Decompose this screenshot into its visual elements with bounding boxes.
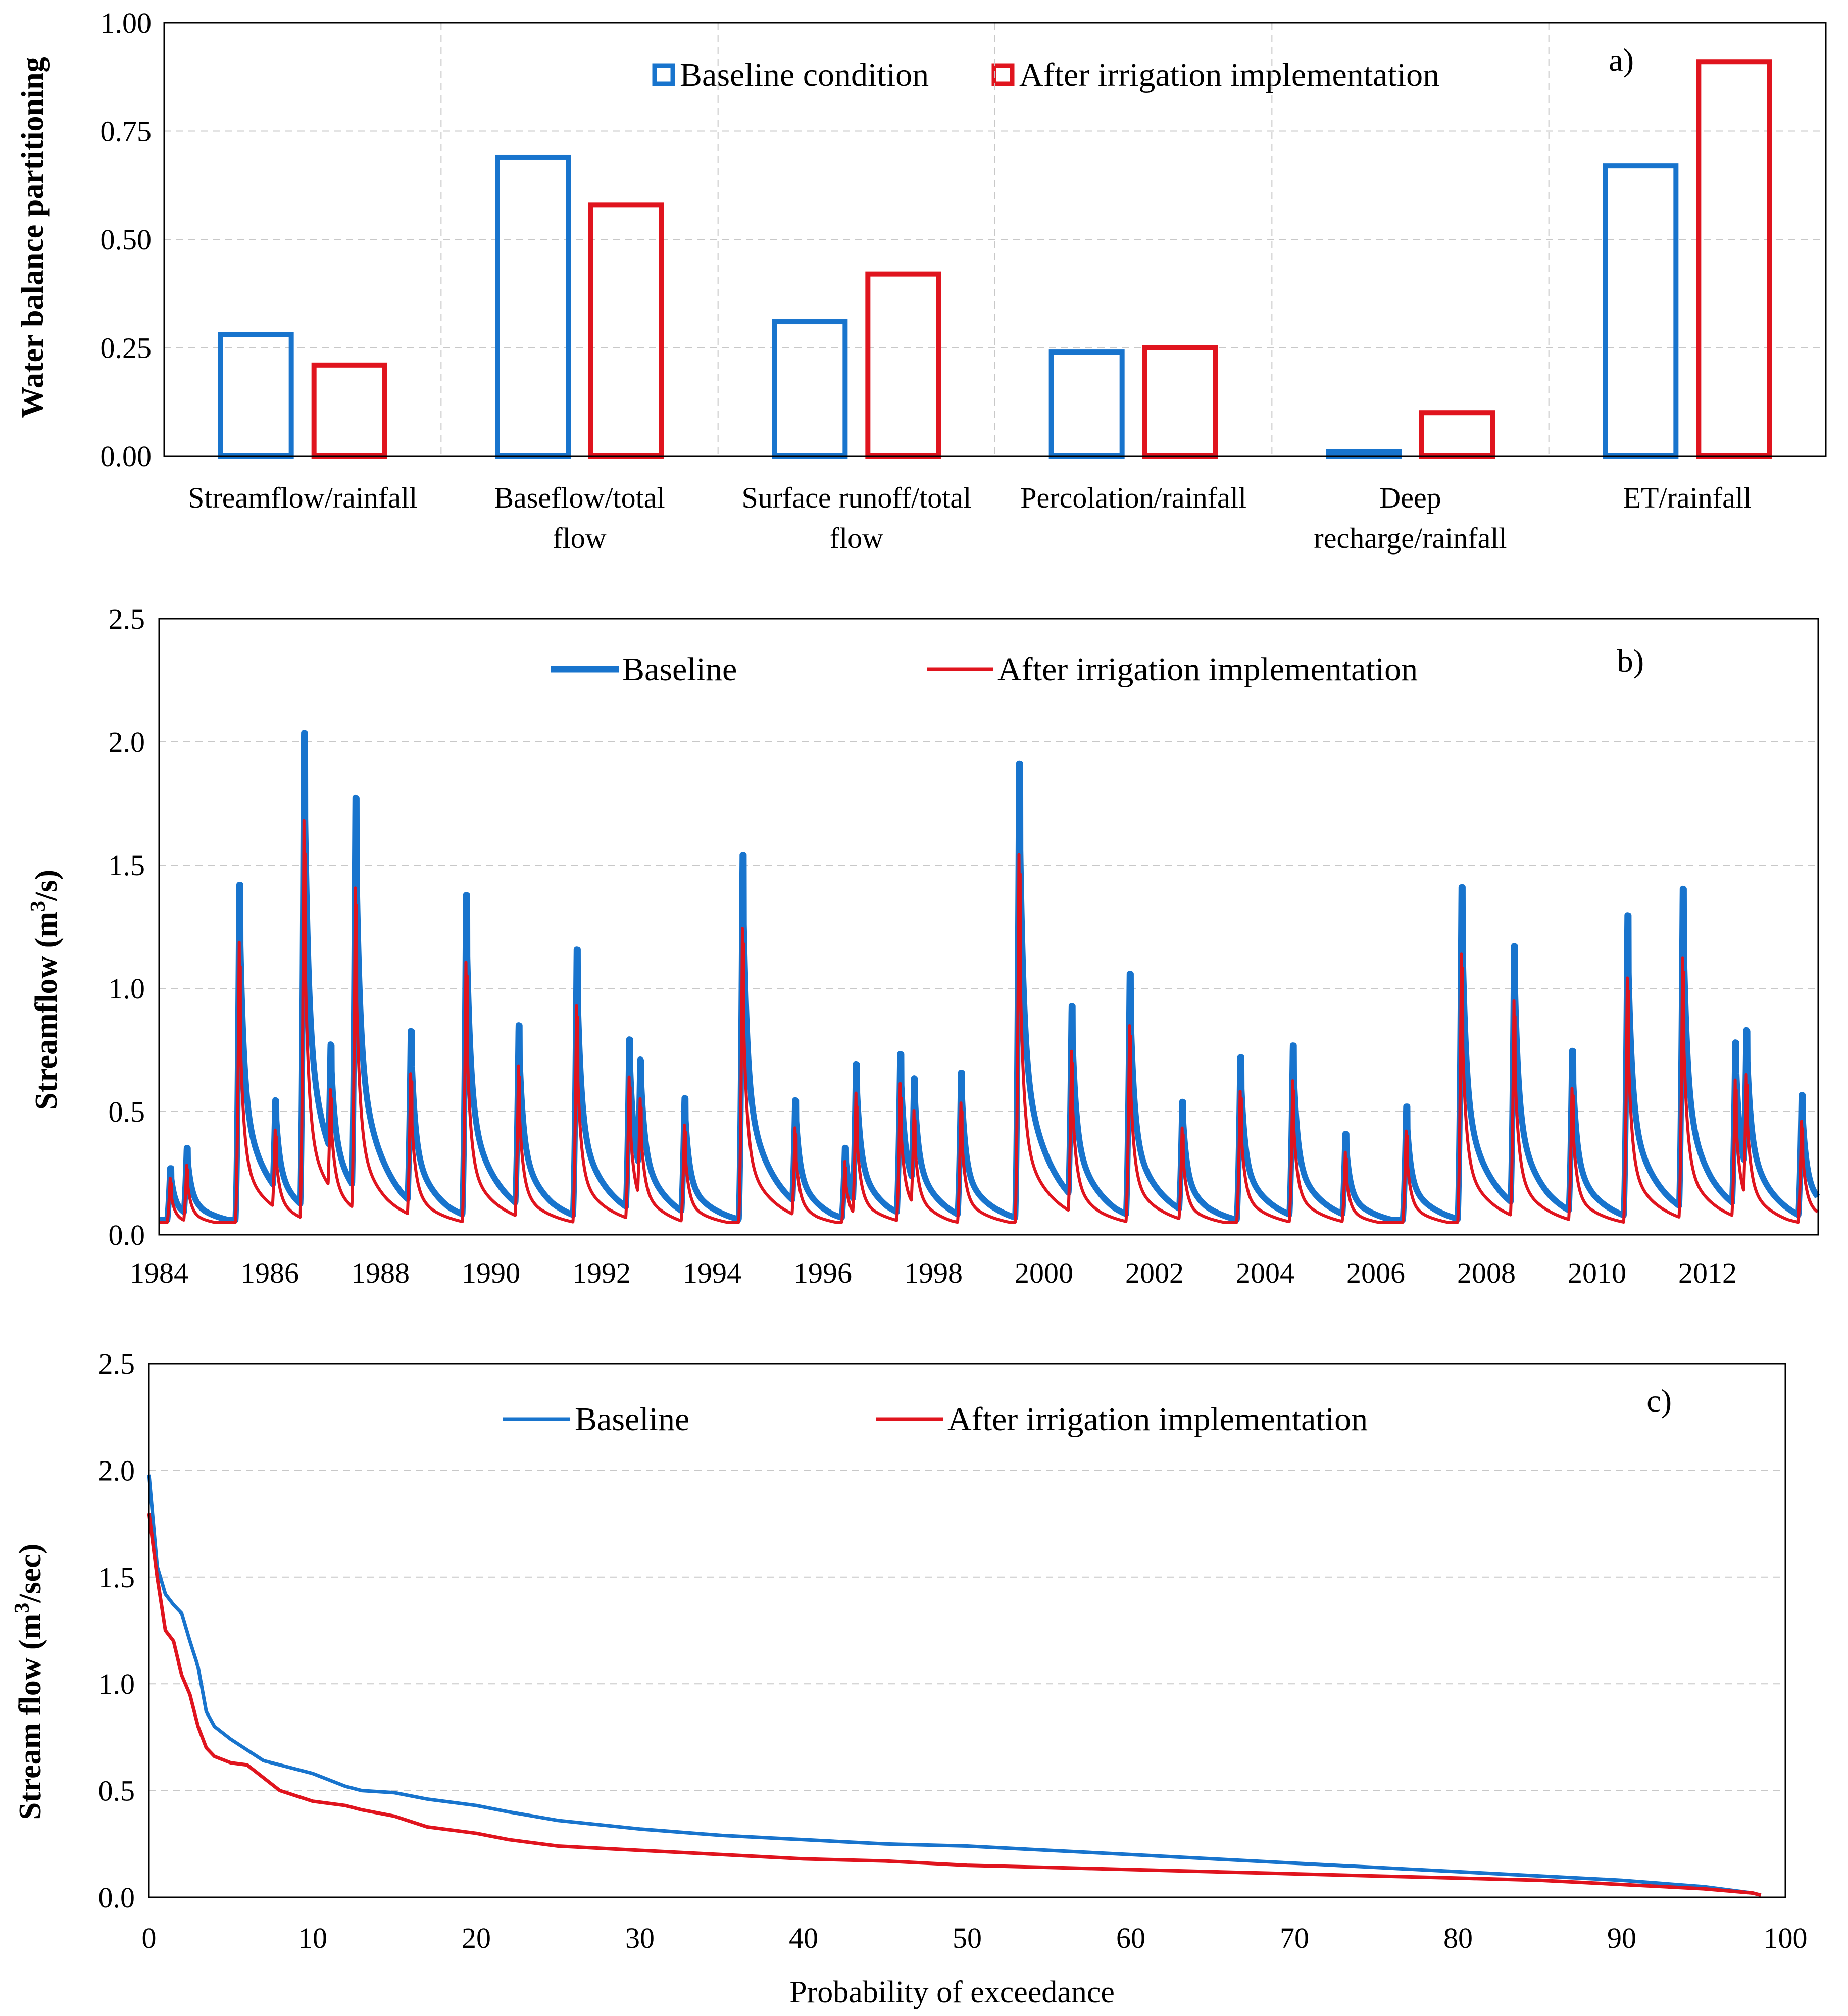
panel-a-category-label: recharge/rainfall: [1314, 522, 1507, 555]
panel-a-category-label: flow: [830, 522, 883, 555]
panel-c-x-tick-label: 0: [142, 1922, 157, 1954]
panel-b-y-tick-label: 0.0: [109, 1219, 145, 1251]
panel-c-y-tick-label: 0.5: [98, 1775, 135, 1807]
bar-irrigation: [1419, 410, 1495, 459]
legend-irrigation-label: After irrigation implementation: [997, 651, 1418, 688]
panel-c-x-tick-label: 40: [789, 1922, 818, 1954]
series-line-irrigation: [147, 1513, 1762, 1897]
panel-a-y-tick-label: 0.50: [101, 223, 152, 256]
panel-a-category-label: flow: [553, 522, 606, 555]
panel-c-x-tick-label: 70: [1280, 1922, 1309, 1954]
panel-a-y-tick-label: 0.75: [101, 115, 152, 148]
panel-b-x-tick-label: 2006: [1346, 1256, 1405, 1289]
panel-c-y-tick-label: 0.0: [98, 1881, 135, 1914]
panel-b-x-tick-label: 1994: [683, 1256, 741, 1289]
panel-a-category-label: ET/rainfall: [1623, 481, 1752, 514]
legend-baseline-label: Baseline: [575, 1401, 689, 1438]
streamflow-time-series-chart: Streamflow (m3/s) b) Baseline After irri…: [27, 602, 1821, 1289]
bar-irrigation: [1696, 59, 1772, 459]
panel-b-x-tick-label: 2012: [1678, 1256, 1737, 1289]
panel-c-y-tick-label: 1.0: [98, 1668, 135, 1700]
flow-duration-curve-chart: Stream flow (m3/sec) Probability of exce…: [11, 1347, 1808, 2009]
bar-baseline: [495, 154, 571, 459]
panel-b-label: b): [1617, 643, 1644, 679]
series-line-baseline: [156, 730, 1821, 1223]
bar-irrigation: [311, 362, 387, 459]
panel-c-y-tick-label: 2.0: [98, 1454, 135, 1487]
panel-b-y-axis-title: Streamflow (m3/s): [27, 870, 64, 1110]
panel-b-x-tick-label: 1998: [904, 1256, 963, 1289]
legend-irrigation-label: After irrigation implementation: [947, 1401, 1368, 1438]
panel-c-x-tick-label: 80: [1443, 1922, 1473, 1954]
panel-b-y-tick-label: 2.5: [109, 602, 145, 635]
bar-irrigation: [588, 202, 664, 459]
panel-b-y-tick-label: 2.0: [109, 726, 145, 759]
series-line-baseline: [147, 1474, 1762, 1897]
panel-b-plot-area: 0.0 0.5 1.0 1.5 2.0 2.5 1984 1986 1988 1990 1992 19…: [109, 602, 1821, 1289]
panel-b-x-tick-label: 1996: [793, 1256, 852, 1289]
bar-irrigation: [1142, 345, 1218, 459]
panel-b-x-tick-label: 1992: [572, 1256, 631, 1289]
panel-c-y-axis-title: Stream flow (m3/sec): [11, 1544, 47, 1820]
bar-baseline: [772, 319, 848, 459]
bar-baseline: [218, 332, 294, 459]
panel-c-plot-frame: [148, 1363, 1786, 1898]
legend-irrigation-label: After irrigation implementation: [1019, 57, 1439, 93]
panel-c-x-tick-label: 10: [298, 1922, 327, 1954]
panel-b-x-tick-label: 2008: [1457, 1256, 1516, 1289]
panel-a-category-label: Surface runoff/total: [741, 481, 971, 514]
panel-c-x-tick-label: 100: [1764, 1922, 1808, 1954]
panel-a-category-label: Deep: [1379, 481, 1441, 514]
legend-irrigation-swatch: [991, 63, 1015, 86]
panel-a-plot-area: 0.00 0.25 0.50 0.75 1.00 Streamflow/rainfall B…: [101, 7, 1827, 555]
panel-b-plot-frame: [158, 618, 1819, 1236]
panel-c-label: c): [1646, 1383, 1672, 1419]
panel-a-label: a): [1609, 42, 1634, 78]
panel-c-x-tick-label: 30: [625, 1922, 655, 1954]
panel-b-y-tick-label: 0.5: [109, 1095, 145, 1128]
panel-a-legend: Baseline condition After irrigation impl…: [652, 57, 1439, 93]
panel-c-x-tick-label: 90: [1607, 1922, 1636, 1954]
panel-b-x-tick-label: 1988: [351, 1256, 410, 1289]
panel-a-y-axis-title: Water balance partitioning: [16, 57, 50, 418]
panel-c-y-tick-label: 2.5: [98, 1347, 135, 1380]
panel-b-x-tick-label: 2000: [1015, 1256, 1073, 1289]
panel-b-x-tick-label: 2004: [1236, 1256, 1294, 1289]
panel-c-y-tick-label: 1.5: [98, 1561, 135, 1594]
bar-baseline: [1048, 349, 1125, 459]
legend-baseline-label: Baseline: [622, 651, 737, 688]
panel-b-x-tick-label: 2010: [1568, 1256, 1626, 1289]
panel-b-x-tick-label: 1986: [240, 1256, 299, 1289]
panel-a-category-label: Baseflow/total: [494, 481, 665, 514]
panel-b-y-tick-label: 1.0: [109, 972, 145, 1005]
panel-a-y-tick-label: 1.00: [101, 7, 152, 39]
panel-b-x-tick-label: 2002: [1125, 1256, 1184, 1289]
chart-panel-b: Streamflow (m3/s) b) Baseline After irri…: [0, 571, 1848, 1323]
legend-baseline-label: Baseline condition: [680, 57, 929, 93]
panel-c-x-axis-title: Probability of exceedance: [789, 1975, 1115, 2009]
panel-b-x-tick-label: 1984: [130, 1256, 188, 1289]
chart-panel-c: Stream flow (m3/sec) Probability of exce…: [0, 1323, 1848, 2016]
panel-a-category-label: Streamflow/rainfall: [188, 481, 417, 514]
panel-a-category-label: Percolation/rainfall: [1020, 481, 1246, 514]
panel-c-x-tick-label: 60: [1116, 1922, 1145, 1954]
legend-baseline-swatch: [652, 63, 675, 86]
chart-panel-a: Water balance partitioning a) Baseline c…: [0, 0, 1848, 571]
water-balance-bar-chart: Water balance partitioning a) Baseline c…: [16, 7, 1827, 555]
bar-baseline: [1603, 163, 1679, 459]
panel-c-legend: Baseline After irrigation implementation: [503, 1401, 1368, 1438]
panel-c-x-tick-label: 50: [953, 1922, 982, 1954]
series-line-irrigation: [158, 819, 1819, 1224]
panel-a-y-tick-label: 0.25: [101, 332, 152, 365]
panel-c-x-tick-label: 20: [462, 1922, 491, 1954]
panel-b-legend: Baseline After irrigation implementation: [551, 651, 1418, 688]
panel-c-plot-area: 0.0 0.5 1.0 1.5 2.0 2.5 0 10 20 30 40 50 60 70 80 90 100: [98, 1347, 1808, 1954]
panel-b-y-tick-label: 1.5: [109, 849, 145, 882]
bar-irrigation: [865, 271, 941, 459]
panel-b-x-tick-label: 1990: [462, 1256, 520, 1289]
panel-a-plot-frame: [163, 22, 1827, 457]
panel-a-y-tick-label: 0.00: [101, 440, 152, 473]
